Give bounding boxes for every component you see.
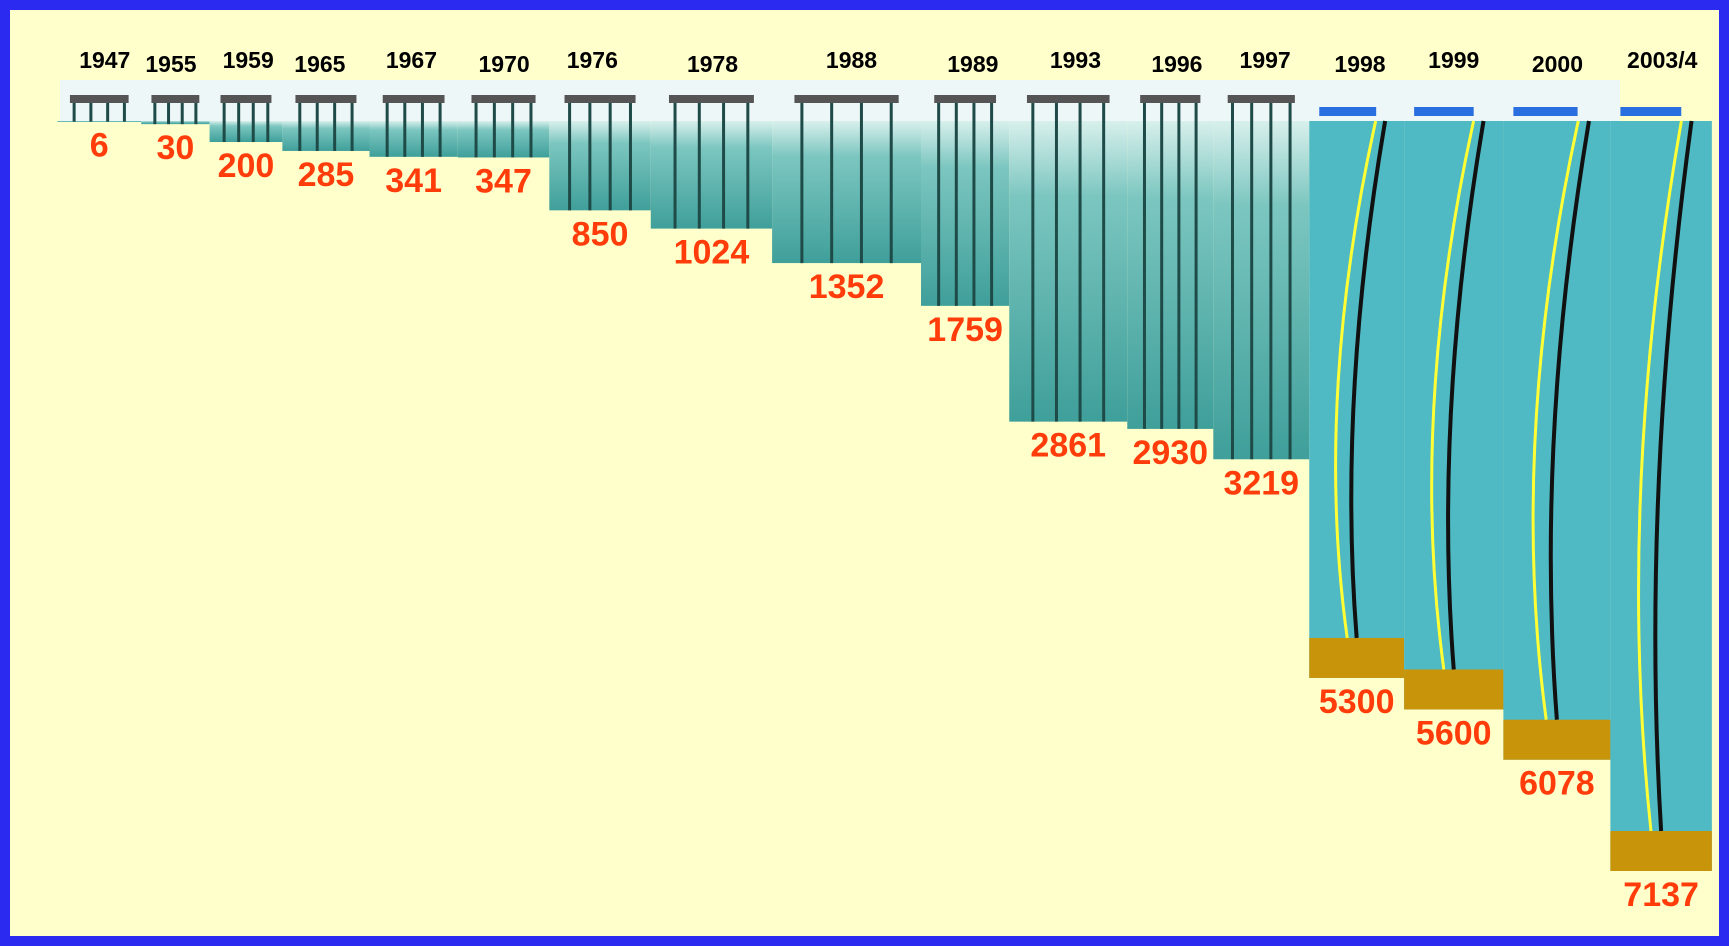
year-label: 1989: [947, 51, 998, 77]
water-column: [370, 121, 458, 157]
depth-label: 347: [475, 162, 532, 200]
year-label: 1976: [567, 47, 618, 73]
deck: [151, 95, 199, 103]
year-label: 1955: [145, 51, 196, 77]
water-column: [549, 121, 650, 210]
water-column: [210, 121, 283, 142]
water-column: [1610, 121, 1711, 871]
year-label: 1959: [223, 47, 274, 73]
deck: [934, 95, 996, 103]
depth-label: 5300: [1319, 683, 1395, 721]
year-label: 1988: [826, 47, 877, 73]
deck: [70, 95, 129, 103]
depth-label: 341: [385, 162, 442, 200]
year-label: 1970: [478, 51, 529, 77]
depth-label: 6078: [1519, 765, 1595, 803]
water-column: [57, 121, 141, 122]
vessel: [1620, 107, 1681, 116]
depth-label: 1352: [809, 268, 885, 306]
year-label: 1947: [79, 47, 130, 73]
water-column: [1127, 121, 1213, 429]
year-label: 1978: [687, 51, 738, 77]
depth-label: 1024: [674, 234, 750, 272]
depth-label: 285: [298, 156, 355, 194]
depth-label: 1759: [927, 311, 1003, 349]
vessel: [1414, 107, 1474, 116]
seafloor: [1404, 669, 1503, 709]
deck: [1228, 95, 1295, 103]
depth-label: 850: [572, 215, 629, 253]
year-label: 2000: [1532, 51, 1583, 77]
water-column: [1503, 121, 1610, 760]
depth-label: 7137: [1623, 876, 1699, 914]
deck: [1027, 95, 1110, 103]
seafloor: [1309, 638, 1404, 678]
depth-label: 3219: [1223, 464, 1299, 502]
deck: [794, 95, 898, 103]
water-column: [772, 121, 921, 263]
year-label: 1999: [1428, 47, 1479, 73]
year-label: 1998: [1334, 51, 1385, 77]
depth-label: 30: [156, 129, 194, 167]
water-column: [141, 121, 209, 124]
year-label: 1996: [1151, 51, 1202, 77]
depth-label: 2930: [1132, 434, 1208, 472]
chart: 1947 6 1955 30 1959 200 1965 285 1967 341 1970 347 1…: [0, 0, 1729, 946]
deck: [471, 95, 535, 103]
vessel: [1513, 107, 1577, 116]
depth-label: 6: [90, 127, 109, 165]
seafloor: [1503, 720, 1610, 760]
water-column: [1309, 121, 1404, 678]
water-column: [1009, 121, 1127, 422]
deck: [383, 95, 445, 103]
water-column: [458, 121, 550, 157]
water-column: [921, 121, 1009, 306]
deck: [565, 95, 636, 103]
deck: [220, 95, 271, 103]
deck: [1140, 95, 1200, 103]
deck: [295, 95, 356, 103]
year-label: 2003/4: [1627, 47, 1698, 73]
year-label: 1993: [1050, 47, 1101, 73]
depth-label: 200: [218, 147, 275, 185]
vessel: [1319, 107, 1376, 116]
water-column: [1404, 121, 1503, 709]
deck: [669, 95, 754, 103]
water-column: [282, 121, 369, 151]
seafloor: [1610, 831, 1711, 871]
depth-label: 2861: [1030, 427, 1106, 465]
page: {"chart_data": {"type": "bar", "categori…: [0, 0, 1729, 946]
water-column: [651, 121, 772, 229]
year-label: 1965: [294, 51, 345, 77]
year-label: 1997: [1240, 47, 1291, 73]
year-label: 1967: [386, 47, 437, 73]
depth-label: 5600: [1416, 714, 1492, 752]
water-column: [1213, 121, 1309, 459]
